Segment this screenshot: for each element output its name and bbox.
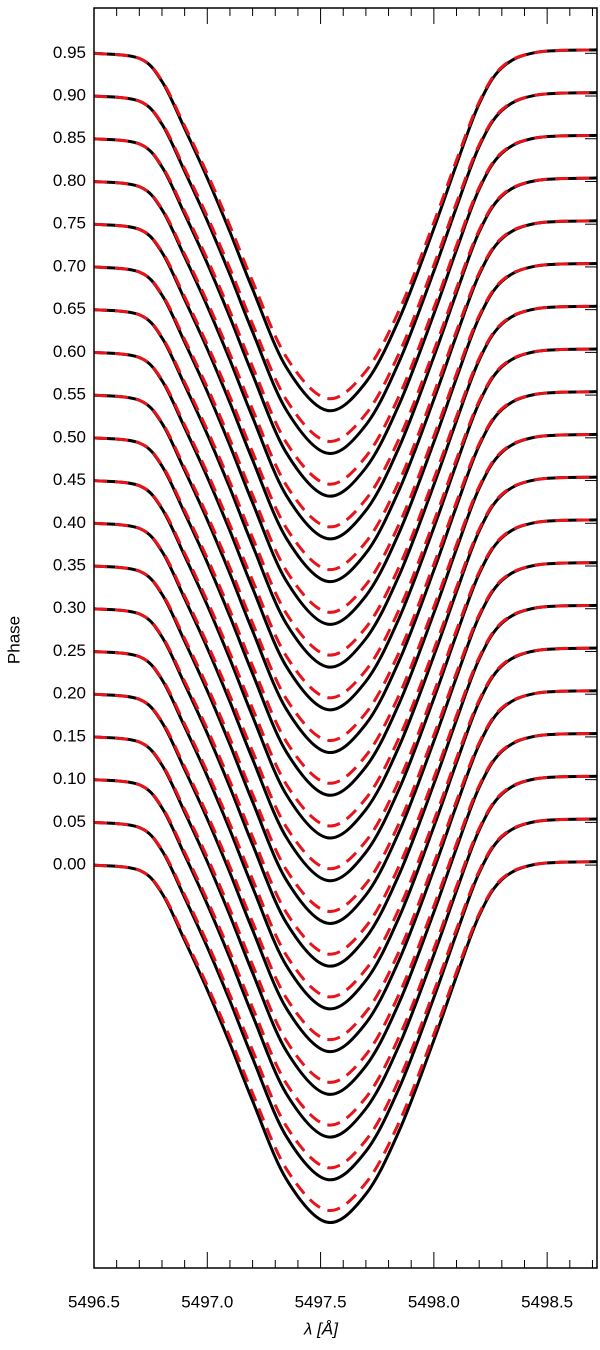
y-tick-label: 0.85 [53, 128, 86, 147]
y-tick-label: 0.10 [53, 769, 86, 788]
profile-line [93, 176, 598, 529]
profile-line [93, 518, 598, 871]
profile-line [93, 603, 598, 956]
x-tick-label: 5498.0 [408, 1292, 460, 1311]
profile-line [93, 48, 598, 401]
profile-line [93, 731, 598, 1084]
y-tick-label: 0.25 [53, 641, 86, 660]
y-tick-label: 0.00 [53, 855, 86, 874]
x-axis-label: λ [Å] [303, 1319, 339, 1338]
y-tick-label: 0.20 [53, 684, 86, 703]
x-tick-label: 5497.5 [295, 1292, 347, 1311]
profile-line [93, 432, 598, 785]
profile-line [93, 817, 598, 1170]
profile-line [93, 390, 598, 742]
profile-line [93, 304, 598, 657]
profile-line [93, 91, 598, 443]
y-tick-label: 0.95 [53, 43, 86, 62]
y-tick-label: 0.15 [53, 726, 86, 745]
y-tick-label: 0.05 [53, 812, 86, 831]
y-tick-label: 0.80 [53, 171, 86, 190]
y-tick-label: 0.90 [53, 86, 86, 105]
profile-line [93, 219, 598, 572]
y-tick-label: 0.65 [53, 299, 86, 318]
x-tick-label: 5497.0 [181, 1292, 233, 1311]
x-tick-label: 5496.5 [68, 1292, 120, 1311]
y-tick-label: 0.40 [53, 513, 86, 532]
profile-line [93, 133, 598, 486]
profile-line [93, 689, 598, 1042]
profile-line [93, 475, 598, 828]
y-tick-label: 0.45 [53, 470, 86, 489]
profile-line [93, 774, 598, 1127]
y-tick-label: 0.55 [53, 385, 86, 404]
profile-line [93, 860, 598, 1212]
y-tick-label: 0.60 [53, 342, 86, 361]
plot-frame [93, 7, 598, 1269]
profile-line [93, 646, 598, 999]
y-tick-label: 0.35 [53, 555, 86, 574]
y-tick-label: 0.75 [53, 214, 86, 233]
y-tick-label: 0.50 [53, 427, 86, 446]
profile-line [93, 262, 598, 614]
y-tick-label: 0.70 [53, 256, 86, 275]
y-tick-label: 0.30 [53, 598, 86, 617]
profile-line [93, 561, 598, 913]
y-axis-label: Phase [4, 616, 23, 664]
x-tick-label: 5498.5 [521, 1292, 573, 1311]
profile-line [93, 347, 598, 700]
